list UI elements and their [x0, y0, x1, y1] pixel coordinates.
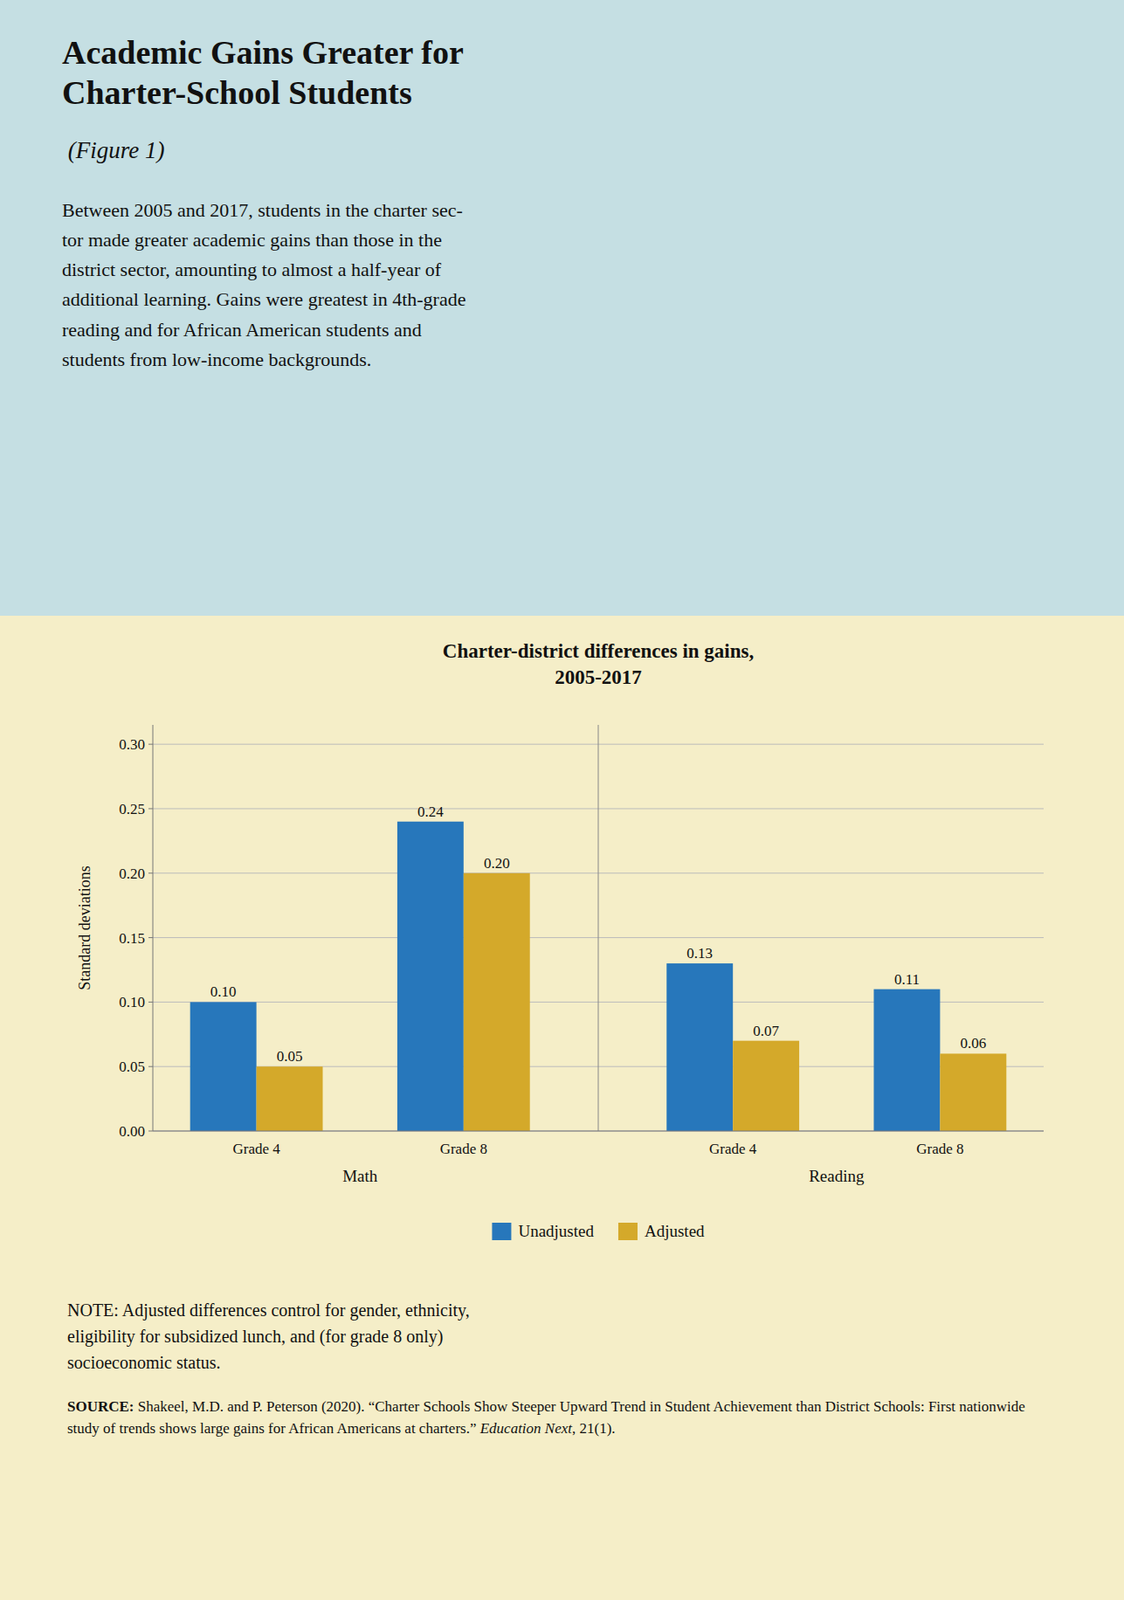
y-tick: [148, 807, 153, 809]
legend-label: Unadjusted: [517, 1221, 594, 1241]
chart-title-line: Charter-district differences in gains,: [442, 640, 754, 662]
bar: [397, 821, 464, 1131]
y-tick-label: 0.20: [118, 865, 145, 883]
y-tick: [148, 1001, 153, 1003]
page-title: Academic Gains Greater for Charter-Schoo…: [62, 33, 1062, 113]
y-tick-label: 0.30: [118, 736, 145, 753]
source: SOURCE: Shakeel, M.D. and P. Peterson (2…: [67, 1396, 1057, 1440]
y-tick-label: 0.10: [118, 993, 145, 1011]
data-label: 0.07: [752, 1022, 780, 1040]
x-axis-line: [152, 1130, 1044, 1132]
y-tick: [148, 744, 153, 745]
data-label: 0.10: [210, 983, 237, 1000]
legend: Unadjusted Adjusted: [491, 1221, 705, 1241]
source-label: SOURCE:: [67, 1398, 135, 1415]
data-label: 0.06: [959, 1034, 987, 1052]
data-label: 0.05: [276, 1048, 304, 1065]
data-label: 0.20: [483, 855, 511, 872]
bar: [256, 1066, 324, 1131]
legend-swatch: [618, 1222, 638, 1241]
bar: [463, 873, 531, 1131]
x-tick-label: Grade 8: [916, 1140, 964, 1158]
y-axis-label: Standard deviations: [75, 865, 94, 990]
page-subtitle: Between 2005 and 2017, students in the c…: [62, 195, 1062, 375]
y-tick: [148, 937, 153, 938]
bar: [873, 989, 940, 1131]
source-italic: Education Next: [480, 1420, 573, 1437]
source-end: , 21(1).: [572, 1420, 616, 1437]
bar: [732, 1041, 800, 1131]
grid-line: [152, 1130, 1044, 1132]
bar: [666, 963, 733, 1131]
chart: Charter-district differences in gains, 20…: [0, 615, 1124, 1297]
y-tick: [148, 872, 153, 874]
data-label: 0.11: [894, 971, 920, 988]
bar: [190, 1001, 257, 1131]
y-tick-label: 0.00: [118, 1123, 145, 1140]
header: Academic Gains Greater for Charter-Schoo…: [0, 0, 1124, 616]
y-axis-line: [152, 724, 154, 1131]
legend-label: Adjusted: [644, 1221, 705, 1241]
x-tick-label: Grade 8: [440, 1140, 488, 1158]
group-separator: [598, 724, 600, 1131]
group-label: Math: [342, 1166, 379, 1186]
note: NOTE: Adjusted differences control for g…: [67, 1296, 1057, 1376]
y-tick-label: 0.25: [118, 800, 145, 818]
y-tick-label: 0.05: [118, 1058, 145, 1076]
notes: NOTE: Adjusted differences control for g…: [0, 1296, 1124, 1440]
x-tick-label: Grade 4: [709, 1140, 758, 1158]
group-label: Reading: [808, 1166, 865, 1186]
chart-title: Charter-district differences in gains, 20…: [442, 640, 754, 689]
data-label: 0.13: [686, 944, 713, 962]
data-label: 0.24: [417, 803, 444, 821]
page-title-note: (Figure 1): [62, 137, 1062, 165]
x-tick-label: Grade 4: [232, 1140, 281, 1158]
chart-title-line: 2005-2017: [554, 666, 642, 689]
chart-panel: Charter-district differences in gains, 20…: [0, 615, 1124, 1600]
y-tick: [148, 1130, 153, 1132]
y-tick: [148, 1066, 153, 1068]
y-tick-label: 0.15: [118, 930, 145, 947]
legend-swatch: [491, 1222, 511, 1241]
bar: [939, 1053, 1007, 1131]
